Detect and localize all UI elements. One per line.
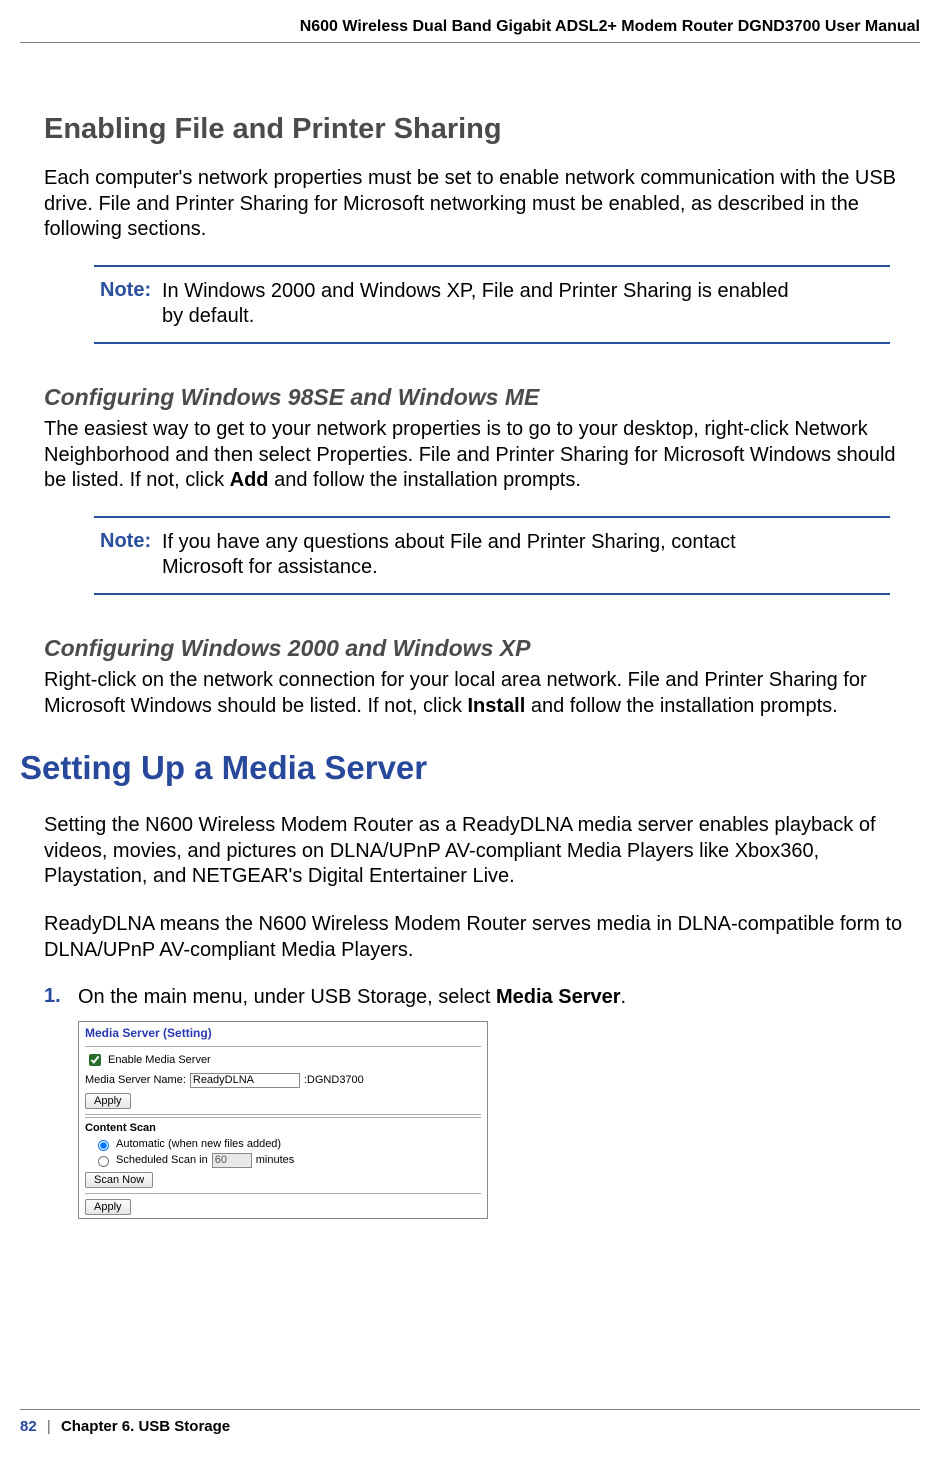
subsection-heading-win98: Configuring Windows 98SE and Windows ME [44, 384, 920, 411]
running-header: N600 Wireless Dual Band Gigabit ADSL2+ M… [20, 18, 920, 43]
major-heading-media-server: Setting Up a Media Server [20, 749, 920, 787]
text-fragment: On the main menu, under USB Storage, sel… [78, 986, 496, 1008]
apply-button-2[interactable]: Apply [85, 1199, 131, 1215]
divider [85, 1046, 481, 1047]
media-server-name-input[interactable] [190, 1073, 300, 1088]
media-server-settings-panel: Media Server (Setting) Enable Media Serv… [78, 1021, 488, 1219]
step-1: 1. On the main menu, under USB Storage, … [44, 985, 920, 1011]
page-number: 82 [20, 1418, 37, 1435]
footer-separator: | [47, 1418, 51, 1435]
step-number: 1. [44, 985, 78, 1011]
scan-automatic-label: Automatic (when new files added) [116, 1138, 281, 1150]
step-text: On the main menu, under USB Storage, sel… [78, 985, 920, 1011]
section-body: Each computer's network properties must … [44, 166, 920, 243]
scan-now-button[interactable]: Scan Now [85, 1172, 153, 1188]
note-label: Note: [100, 530, 162, 581]
scan-automatic-row: Automatic (when new files added) [79, 1136, 487, 1152]
page: N600 Wireless Dual Band Gigabit ADSL2+ M… [0, 0, 950, 1461]
page-footer: 82 | Chapter 6. USB Storage [20, 1409, 920, 1435]
subsection-body: Right-click on the network connection fo… [44, 668, 920, 719]
scan-scheduled-row: Scheduled Scan in minutes [79, 1152, 487, 1169]
panel-title: Media Server (Setting) [79, 1022, 487, 1044]
bold-term-media-server: Media Server [496, 986, 621, 1008]
note-label: Note: [100, 279, 162, 330]
major-body-1: Setting the N600 Wireless Modem Router a… [44, 813, 920, 890]
divider [85, 1114, 481, 1115]
scan-scheduled-minutes-input[interactable] [212, 1153, 252, 1168]
media-server-name-label: Media Server Name: [85, 1074, 186, 1086]
media-server-name-row: Media Server Name: :DGND3700 [79, 1071, 487, 1090]
enable-media-server-checkbox[interactable] [89, 1054, 101, 1066]
scan-automatic-radio[interactable] [98, 1140, 109, 1151]
note-text: If you have any questions about File and… [162, 530, 884, 581]
media-server-name-suffix: :DGND3700 [304, 1074, 364, 1086]
enable-media-server-row: Enable Media Server [79, 1049, 487, 1071]
bold-term-install: Install [468, 695, 526, 717]
section-heading-enabling-sharing: Enabling File and Printer Sharing [44, 113, 920, 146]
chapter-label: Chapter 6. USB Storage [61, 1418, 230, 1435]
subsection-body: The easiest way to get to your network p… [44, 417, 920, 494]
scan-scheduled-label-pre: Scheduled Scan in [116, 1154, 208, 1166]
note-block: Note: If you have any questions about Fi… [94, 516, 890, 595]
bold-term-add: Add [230, 469, 269, 491]
apply-button-1[interactable]: Apply [85, 1093, 131, 1109]
major-body-2: ReadyDLNA means the N600 Wireless Modem … [44, 912, 920, 963]
divider [85, 1117, 481, 1118]
scan-scheduled-radio[interactable] [98, 1156, 109, 1167]
subsection-heading-win2000: Configuring Windows 2000 and Windows XP [44, 635, 920, 662]
scan-scheduled-label-post: minutes [256, 1154, 295, 1166]
note-block: Note: In Windows 2000 and Windows XP, Fi… [94, 265, 890, 344]
content-scan-heading: Content Scan [79, 1120, 487, 1136]
page-content: Enabling File and Printer Sharing Each c… [20, 113, 920, 1219]
note-text: In Windows 2000 and Windows XP, File and… [162, 279, 884, 330]
divider [85, 1193, 481, 1194]
enable-media-server-label: Enable Media Server [108, 1054, 211, 1066]
text-fragment: and follow the installation prompts. [525, 695, 837, 717]
text-fragment: and follow the installation prompts. [269, 469, 581, 491]
text-fragment: . [621, 986, 627, 1008]
